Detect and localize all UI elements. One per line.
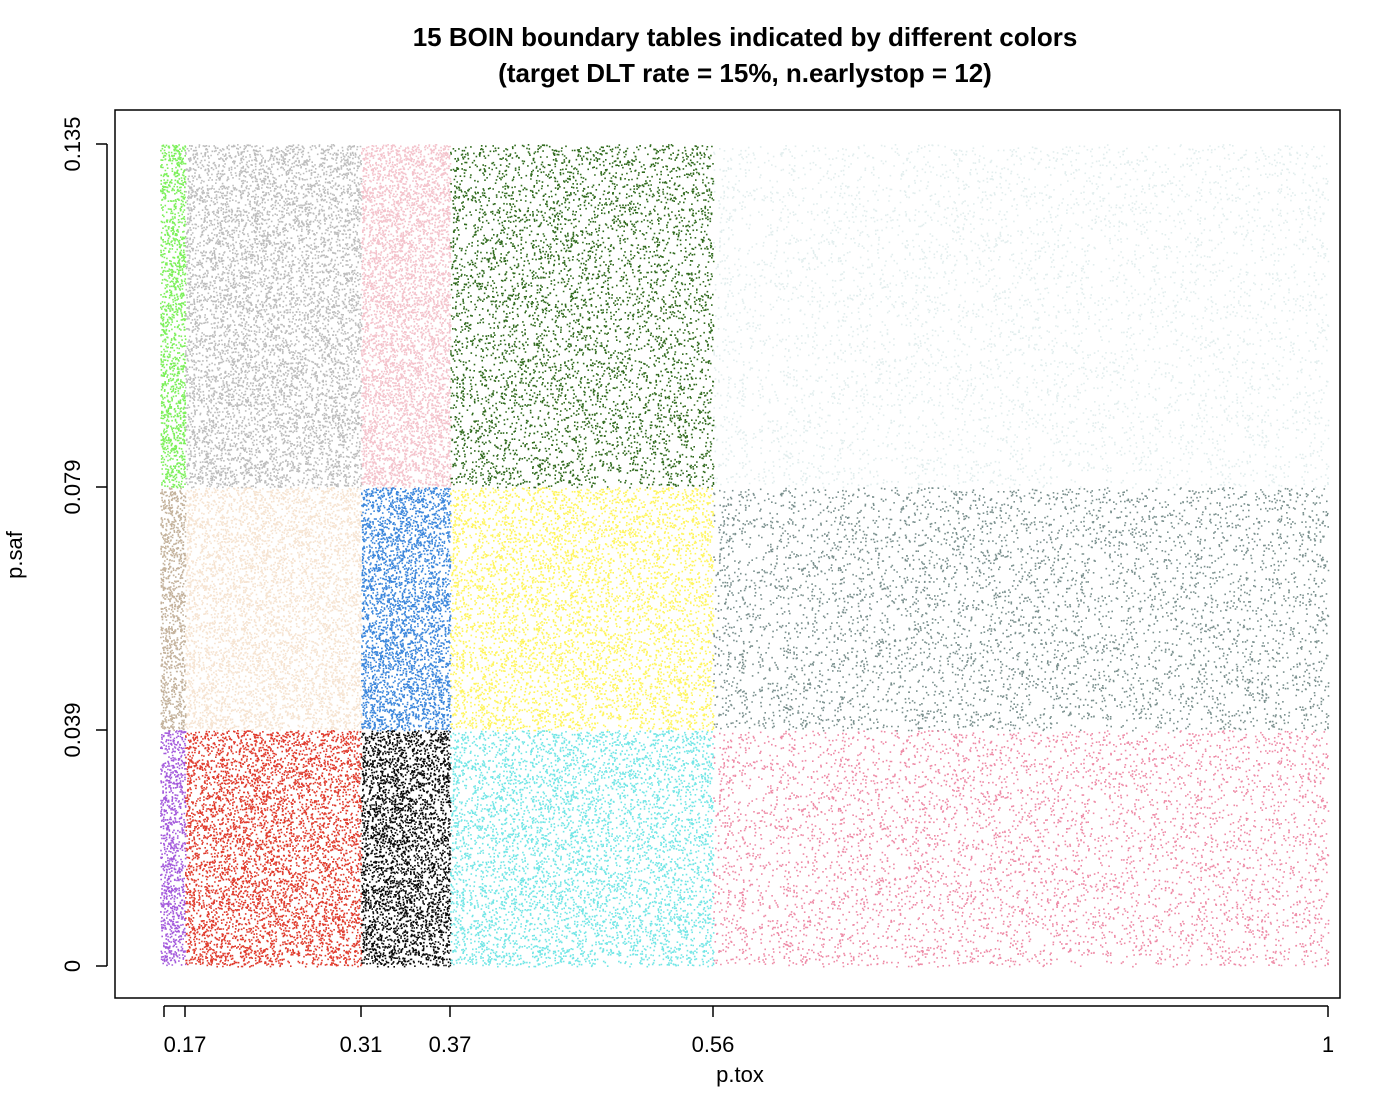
region-14 (450, 730, 715, 968)
x-tick-label-5: 1 (1322, 1032, 1334, 1057)
x-tick-label-2: 0.31 (340, 1032, 383, 1057)
plot-regions (160, 144, 1330, 968)
region-7-points (185, 487, 363, 732)
x-axis-label: p.tox (716, 1062, 764, 1087)
region-10-points (713, 487, 1330, 732)
region-5-points (713, 144, 1330, 489)
region-8-points (361, 487, 452, 732)
region-12-points (185, 730, 363, 968)
region-3 (361, 144, 452, 489)
region-13 (361, 730, 452, 968)
region-12 (185, 730, 363, 968)
region-4-points (450, 144, 715, 489)
x-tick-label-3: 0.37 (429, 1032, 472, 1057)
region-1 (160, 144, 187, 489)
region-6-points (160, 487, 187, 732)
region-9 (450, 487, 715, 732)
x-tick-label-1: 0.17 (164, 1032, 207, 1057)
region-9-points (450, 487, 715, 732)
y-tick-label-2: 0.079 (60, 459, 85, 514)
region-15 (713, 730, 1330, 968)
region-13-points (361, 730, 452, 968)
region-1-points (160, 144, 187, 489)
region-10 (713, 487, 1330, 732)
plot-frame (114, 109, 1341, 999)
region-3-points (361, 144, 452, 489)
region-2-points (185, 144, 363, 489)
y-tick-label-0: 0 (60, 960, 85, 972)
y-tick-label-1: 0.039 (60, 702, 85, 757)
x-axis: 0.17 0.31 0.37 0.56 1 (163, 1005, 1334, 1057)
region-15-points (713, 730, 1330, 968)
region-6 (160, 487, 187, 732)
region-14-points (450, 730, 715, 968)
region-11-points (160, 730, 187, 967)
region-2 (185, 144, 363, 489)
region-8 (361, 487, 452, 732)
x-tick-label-4: 0.56 (692, 1032, 735, 1057)
y-axis: 0 0.039 0.079 0.135 (60, 116, 108, 972)
region-11 (160, 730, 187, 967)
y-tick-label-3: 0.135 (60, 116, 85, 171)
y-axis-label: p.saf (2, 530, 27, 579)
region-7 (185, 487, 363, 732)
chart-subtitle: (target DLT rate = 15%, n.earlystop = 12… (498, 58, 992, 88)
region-5 (713, 144, 1330, 489)
region-4 (450, 144, 715, 489)
chart-title: 15 BOIN boundary tables indicated by dif… (413, 22, 1078, 52)
